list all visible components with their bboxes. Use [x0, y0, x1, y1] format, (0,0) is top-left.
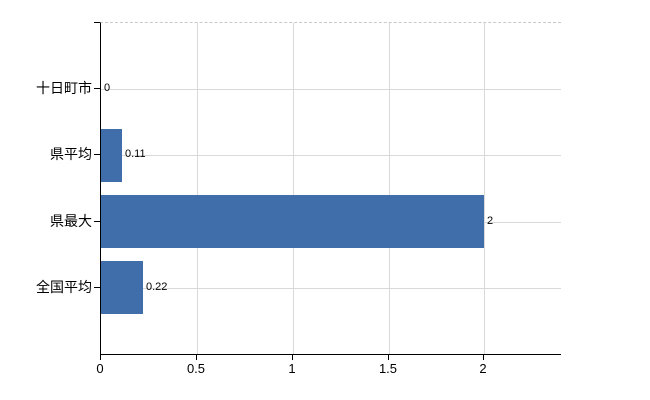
gridline-vertical: [293, 23, 294, 354]
x-axis-tick: [292, 355, 293, 360]
bar-value-label: 0.22: [146, 281, 168, 293]
x-tick-label: 1.5: [378, 361, 398, 376]
x-axis-tick: [483, 355, 484, 360]
bar-value-label: 0: [104, 82, 111, 94]
y-axis-tick: [94, 22, 100, 23]
gridline-vertical: [197, 23, 198, 354]
plot-area: [100, 22, 561, 355]
x-axis-tick: [388, 355, 389, 360]
gridline-vertical: [389, 23, 390, 354]
x-tick-label: 0: [96, 361, 104, 376]
bar: [101, 129, 122, 182]
x-tick-label: 0.5: [186, 361, 206, 376]
gridline-horizontal: [101, 89, 561, 90]
gridline-horizontal: [101, 288, 561, 289]
category-label: 十日町市: [36, 80, 92, 96]
bar-value-label: 0.11: [125, 148, 146, 160]
bar: [101, 261, 143, 314]
bar: [101, 195, 484, 248]
y-axis-tick: [94, 287, 100, 288]
y-axis-tick: [94, 221, 100, 222]
y-axis-tick: [94, 154, 100, 155]
bar-value-label: 2: [487, 215, 494, 227]
category-label: 全国平均: [36, 279, 92, 295]
gridline-vertical: [484, 23, 485, 354]
gridline-horizontal: [101, 155, 561, 156]
x-tick-label: 2: [479, 361, 487, 376]
category-label: 県平均: [50, 146, 92, 162]
category-label: 県最大: [50, 213, 92, 229]
x-axis-tick: [100, 355, 101, 360]
x-axis-tick: [196, 355, 197, 360]
y-axis-tick: [94, 88, 100, 89]
x-tick-label: 1: [288, 361, 296, 376]
